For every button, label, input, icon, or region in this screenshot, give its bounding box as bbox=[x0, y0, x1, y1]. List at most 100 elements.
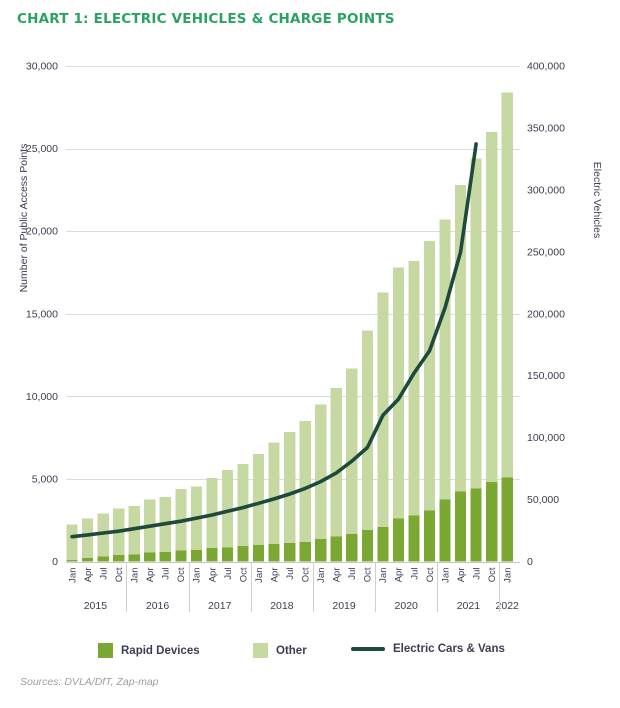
svg-text:2019: 2019 bbox=[332, 600, 356, 612]
svg-text:Jul: Jul bbox=[347, 568, 358, 580]
bar-rapid-Jan-28 bbox=[501, 477, 513, 562]
svg-text:15,000: 15,000 bbox=[26, 308, 58, 320]
svg-text:50,000: 50,000 bbox=[527, 494, 559, 506]
bar-other-Oct-11 bbox=[237, 464, 249, 547]
source-note: Sources: DVLA/DfT, Zap-map bbox=[20, 676, 159, 688]
other-swatch bbox=[253, 643, 268, 658]
svg-text:Jul: Jul bbox=[161, 568, 172, 580]
svg-text:150,000: 150,000 bbox=[527, 370, 565, 382]
svg-text:Jul: Jul bbox=[285, 568, 296, 580]
svg-text:Oct: Oct bbox=[425, 567, 436, 582]
chart-legend: Rapid Devices Other Electric Cars & Vans bbox=[0, 641, 620, 661]
legend-label: Other bbox=[276, 644, 307, 657]
legend-label: Electric Cars & Vans bbox=[393, 643, 505, 655]
svg-text:350,000: 350,000 bbox=[527, 122, 565, 134]
svg-text:Jan: Jan bbox=[254, 568, 265, 583]
bar-other-Jul-10 bbox=[221, 469, 234, 548]
legend-item-other: Other bbox=[253, 643, 307, 658]
bar-rapid-Oct-7 bbox=[175, 550, 187, 562]
bar-rapid-Apr-25 bbox=[455, 491, 467, 562]
bar-rapid-Oct-15 bbox=[299, 542, 311, 562]
svg-text:400,000: 400,000 bbox=[527, 61, 565, 73]
bar-other-Jul-18 bbox=[346, 368, 358, 534]
rapid-devices-swatch bbox=[98, 643, 113, 658]
svg-text:20,000: 20,000 bbox=[26, 226, 58, 238]
svg-text:Jan: Jan bbox=[192, 568, 203, 583]
svg-text:2017: 2017 bbox=[208, 600, 232, 612]
bar-other-Jul-22 bbox=[408, 260, 420, 516]
bar-rapid-Oct-11 bbox=[237, 546, 249, 562]
bar-other-Apr-21 bbox=[392, 267, 405, 519]
svg-text:Apr: Apr bbox=[207, 568, 218, 583]
bar-rapid-Apr-5 bbox=[144, 552, 156, 562]
chart-bars bbox=[66, 92, 513, 562]
svg-text:2022: 2022 bbox=[496, 600, 520, 612]
bar-rapid-Apr-1 bbox=[82, 558, 94, 562]
svg-text:Apr: Apr bbox=[456, 568, 467, 583]
svg-text:30,000: 30,000 bbox=[26, 61, 58, 73]
svg-text:Oct: Oct bbox=[238, 567, 249, 582]
bar-rapid-Oct-19 bbox=[361, 529, 373, 562]
bar-other-Apr-25 bbox=[455, 184, 467, 492]
svg-text:25,000: 25,000 bbox=[26, 143, 58, 155]
bar-other-Oct-27 bbox=[486, 132, 498, 483]
chart-title: CHART 1: ELECTRIC VEHICLES & CHARGE POIN… bbox=[17, 11, 395, 27]
svg-text:Jan: Jan bbox=[378, 568, 389, 583]
svg-text:2020: 2020 bbox=[395, 600, 419, 612]
bar-rapid-Jul-14 bbox=[284, 543, 296, 562]
svg-text:250,000: 250,000 bbox=[527, 246, 565, 258]
svg-text:Jul: Jul bbox=[223, 568, 234, 580]
left-axis-title: Number of Public Access Points bbox=[18, 144, 30, 293]
bar-other-Oct-19 bbox=[361, 330, 373, 530]
ev-chargepoints-chart: 0 5,000 10,000 15,000 20,000 25,000 30,000 0 50,… bbox=[18, 61, 603, 612]
bar-rapid-Jan-8 bbox=[190, 549, 203, 562]
svg-text:Apr: Apr bbox=[145, 568, 156, 583]
bar-other-Oct-15 bbox=[299, 421, 311, 543]
svg-text:200,000: 200,000 bbox=[527, 308, 565, 320]
bar-rapid-Jan-4 bbox=[128, 554, 140, 562]
svg-text:5,000: 5,000 bbox=[32, 473, 58, 485]
bar-other-Jan-24 bbox=[439, 219, 451, 500]
legend-label: Rapid Devices bbox=[121, 644, 200, 657]
electric-cars-vans-line-swatch bbox=[351, 647, 385, 651]
right-axis-title: Electric Vehicles bbox=[591, 162, 603, 238]
bar-other-Jan-28 bbox=[501, 92, 513, 478]
svg-text:Apr: Apr bbox=[394, 568, 405, 583]
chart-axes: 0 5,000 10,000 15,000 20,000 25,000 30,000 0 50,… bbox=[26, 61, 565, 612]
svg-text:Apr: Apr bbox=[332, 568, 343, 583]
svg-text:Jul: Jul bbox=[99, 568, 110, 580]
bar-rapid-Jan-12 bbox=[252, 544, 265, 562]
bar-other-Jan-12 bbox=[252, 454, 265, 545]
bar-other-Jul-14 bbox=[284, 431, 296, 544]
bar-other-Jan-16 bbox=[315, 404, 327, 539]
svg-text:2018: 2018 bbox=[270, 600, 294, 612]
svg-text:2015: 2015 bbox=[84, 600, 108, 612]
bar-rapid-Apr-21 bbox=[392, 518, 405, 562]
svg-text:Jul: Jul bbox=[471, 568, 482, 580]
legend-item-electric-cars-vans: Electric Cars & Vans bbox=[351, 643, 505, 655]
bar-other-Oct-23 bbox=[423, 241, 436, 511]
bar-other-Apr-1 bbox=[82, 518, 94, 559]
bar-rapid-Apr-13 bbox=[268, 543, 280, 562]
svg-text:Jan: Jan bbox=[316, 568, 327, 583]
svg-text:300,000: 300,000 bbox=[527, 184, 565, 196]
bar-rapid-Apr-17 bbox=[330, 536, 342, 562]
bar-other-Apr-13 bbox=[268, 442, 280, 544]
bar-rapid-Jan-16 bbox=[315, 538, 327, 562]
svg-text:Apr: Apr bbox=[83, 568, 94, 583]
svg-text:2021: 2021 bbox=[457, 600, 481, 612]
svg-text:2016: 2016 bbox=[146, 600, 170, 612]
svg-text:Oct: Oct bbox=[114, 567, 125, 582]
svg-text:Jan: Jan bbox=[440, 568, 451, 583]
bar-rapid-Jul-18 bbox=[346, 533, 358, 562]
chart-line-electric-cars-vans bbox=[70, 142, 478, 539]
bar-rapid-Jul-22 bbox=[408, 515, 420, 562]
svg-text:100,000: 100,000 bbox=[527, 432, 565, 444]
bar-other-Jul-2 bbox=[97, 513, 109, 557]
svg-text:Oct: Oct bbox=[176, 567, 187, 582]
svg-text:Oct: Oct bbox=[363, 567, 374, 582]
bar-rapid-Jul-10 bbox=[221, 547, 234, 562]
bar-rapid-Oct-27 bbox=[486, 482, 498, 562]
svg-text:Jan: Jan bbox=[503, 568, 514, 583]
